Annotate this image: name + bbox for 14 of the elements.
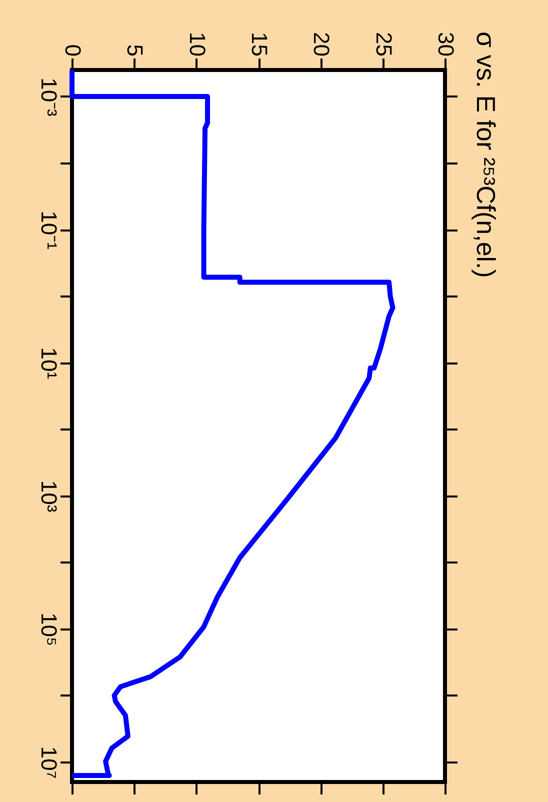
x-tick-label: 0	[60, 44, 86, 56]
y-tick-label: 10³	[36, 480, 62, 512]
y-tick-label: 10⁻³	[36, 78, 62, 116]
y-tick-label: 10⁻¹	[36, 210, 62, 250]
x-tick-label: 30	[434, 32, 458, 56]
y-tick-label: 10⁷	[36, 746, 62, 779]
y-tick-label: 10¹	[36, 347, 62, 380]
x-tick-label: 5	[122, 44, 148, 56]
x-tick-label: 25	[371, 32, 396, 56]
text: σ vs. E for ²⁵³Cf(n,el.)	[471, 32, 501, 278]
x-tick-label: 10	[184, 32, 210, 56]
x-tick-label: 20	[309, 32, 334, 56]
x-tick-label: 15	[247, 32, 272, 56]
y-tick-label: 10⁵	[36, 612, 62, 646]
